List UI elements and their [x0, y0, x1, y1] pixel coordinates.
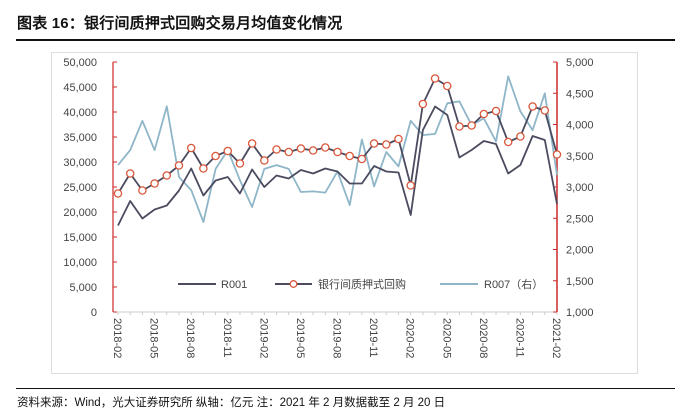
- y-left-tick-label: 15,000: [63, 232, 97, 244]
- y-right-tick-label: 2,500: [566, 213, 594, 225]
- data-point-marker: [247, 139, 257, 148]
- data-point-marker: [491, 106, 501, 116]
- data-point-marker: [308, 146, 318, 155]
- data-point-marker: [125, 169, 135, 178]
- x-tick-label: 2020-02: [404, 318, 416, 358]
- data-point-marker: [150, 179, 159, 188]
- data-point-marker: [552, 150, 562, 159]
- data-point-marker: [345, 151, 354, 161]
- data-point-marker: [260, 156, 269, 165]
- data-point-marker: [113, 189, 123, 198]
- x-tick-label: 2019-08: [331, 318, 343, 358]
- data-point-marker: [406, 181, 415, 190]
- chart-title: 图表 16：银行间质押式回购交易月均值变化情况: [17, 15, 343, 32]
- y-left-tick-label: 50,000: [63, 57, 97, 69]
- data-point-marker: [382, 140, 391, 149]
- x-tick-label: 2018-05: [148, 318, 160, 358]
- x-tick-label: 2019-02: [257, 318, 269, 358]
- y-left-tick-label: 40,000: [63, 107, 97, 119]
- data-point-marker: [516, 132, 525, 141]
- data-point-marker: [479, 109, 489, 119]
- y-left-tick-label: 35,000: [63, 132, 97, 144]
- data-point-marker: [162, 171, 172, 180]
- series-line-repo: [117, 77, 558, 194]
- y-left-tick-label: 25,000: [63, 182, 97, 194]
- data-point-marker: [186, 143, 196, 153]
- legend-marker-repo: [289, 280, 298, 288]
- series-line-r001: [117, 105, 558, 226]
- data-point-marker: [394, 134, 403, 144]
- data-point-marker: [138, 186, 147, 195]
- data-point-marker: [430, 74, 440, 83]
- y-right-tick-label: 4,500: [566, 88, 594, 100]
- x-tick-label: 2020-05: [440, 318, 452, 358]
- y-right-tick-label: 3,000: [566, 182, 594, 194]
- y-right-tick-label: 1,000: [566, 307, 594, 319]
- data-point-marker: [174, 161, 184, 170]
- legend-label-repo: 银行间质押式回购: [318, 277, 406, 291]
- y-left-tick-label: 20,000: [63, 207, 97, 219]
- data-point-marker: [199, 164, 208, 173]
- x-tick-label: 2021-02: [550, 318, 562, 358]
- data-point-marker: [296, 144, 306, 153]
- data-point-marker: [333, 147, 342, 157]
- data-point-marker: [442, 81, 452, 91]
- footer-divider: [16, 388, 675, 389]
- data-point-marker: [284, 147, 293, 157]
- data-point-marker: [528, 102, 537, 111]
- data-point-marker: [418, 99, 428, 109]
- y-right-tick-label: 1,500: [566, 276, 594, 288]
- data-point-marker: [467, 121, 476, 130]
- y-left-tick-label: 30,000: [63, 157, 97, 169]
- data-point-marker: [503, 137, 513, 147]
- y-left-tick-label: 0: [91, 307, 97, 319]
- y-right-tick-label: 5,000: [566, 57, 594, 69]
- data-point-marker: [455, 122, 464, 131]
- x-tick-label: 2018-02: [111, 318, 123, 358]
- data-point-marker: [235, 159, 245, 168]
- y-right-tick-label: 2,000: [566, 245, 594, 257]
- data-point-marker: [321, 143, 330, 152]
- x-tick-label: 2020-08: [477, 318, 489, 358]
- x-tick-label: 2018-11: [221, 318, 233, 358]
- y-right-tick-label: 4,000: [566, 120, 594, 132]
- data-point-marker: [272, 145, 281, 154]
- data-point-marker: [211, 151, 220, 161]
- data-point-marker: [369, 139, 379, 148]
- data-point-marker: [540, 106, 550, 115]
- x-tick-label: 2020-11: [513, 318, 525, 358]
- data-point-marker: [223, 146, 232, 156]
- y-left-tick-label: 45,000: [63, 82, 97, 94]
- x-tick-label: 2018-08: [184, 318, 196, 358]
- legend-label-r001: R001: [221, 279, 247, 291]
- legend-label-r007: R007（右）: [484, 277, 543, 291]
- chart-frame: [51, 52, 638, 374]
- y-left-tick-label: 10,000: [63, 257, 97, 269]
- y-right-tick-label: 3,500: [566, 151, 594, 163]
- y-left-tick-label: 5,000: [69, 282, 97, 294]
- x-tick-label: 2019-05: [294, 318, 306, 358]
- title-divider: [16, 39, 675, 41]
- x-tick-label: 2019-11: [367, 318, 379, 358]
- source-note: 资料来源：Wind，光大证券研究所 纵轴：亿元 注：2021 年 2 月数据截至…: [17, 397, 446, 409]
- data-point-marker: [357, 154, 367, 164]
